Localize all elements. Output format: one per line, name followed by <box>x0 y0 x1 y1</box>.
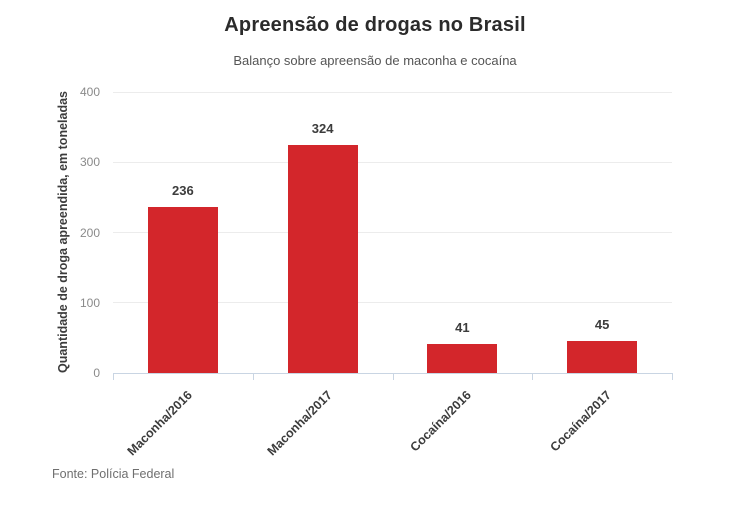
y-gridline-300 <box>113 161 672 163</box>
bar-coca-na-2017 <box>567 341 638 373</box>
y-tick-label: 400 <box>79 85 100 99</box>
x-axis-tick <box>532 373 534 380</box>
y-tick-label: 200 <box>79 225 100 240</box>
bar-coca-na-2016 <box>427 344 498 373</box>
x-axis-label: Cocaína/2016 <box>407 388 475 455</box>
bar-maconha-2017 <box>287 145 358 373</box>
x-axis-tick <box>252 373 254 380</box>
x-axis-label: Maconha/2017 <box>264 388 335 459</box>
chart-title: Apreensão de drogas no Brasil <box>224 14 526 36</box>
x-axis-tick <box>672 373 673 380</box>
chart-subtitle: Balanço sobre apreensão de maconha e coc… <box>233 53 517 68</box>
x-axis-tick <box>392 373 394 380</box>
bar-value-label: 41 <box>455 320 470 336</box>
y-tick-label: 300 <box>79 155 100 170</box>
y-gridline-100 <box>113 302 672 304</box>
y-tick-label: 100 <box>79 295 100 310</box>
bar-value-label: 236 <box>172 183 194 199</box>
bar-maconha-2016 <box>147 207 218 373</box>
source-note: Fonte: Polícia Federal <box>52 467 175 481</box>
y-gridline-200 <box>113 232 672 233</box>
x-axis-label: Cocaína/2017 <box>547 388 615 455</box>
x-axis-tick <box>113 373 114 380</box>
bar-value-label: 45 <box>594 317 610 333</box>
bar-value-label: 324 <box>311 121 334 137</box>
y-tick-label: 0 <box>93 366 100 380</box>
y-gridline-400 <box>113 91 672 93</box>
